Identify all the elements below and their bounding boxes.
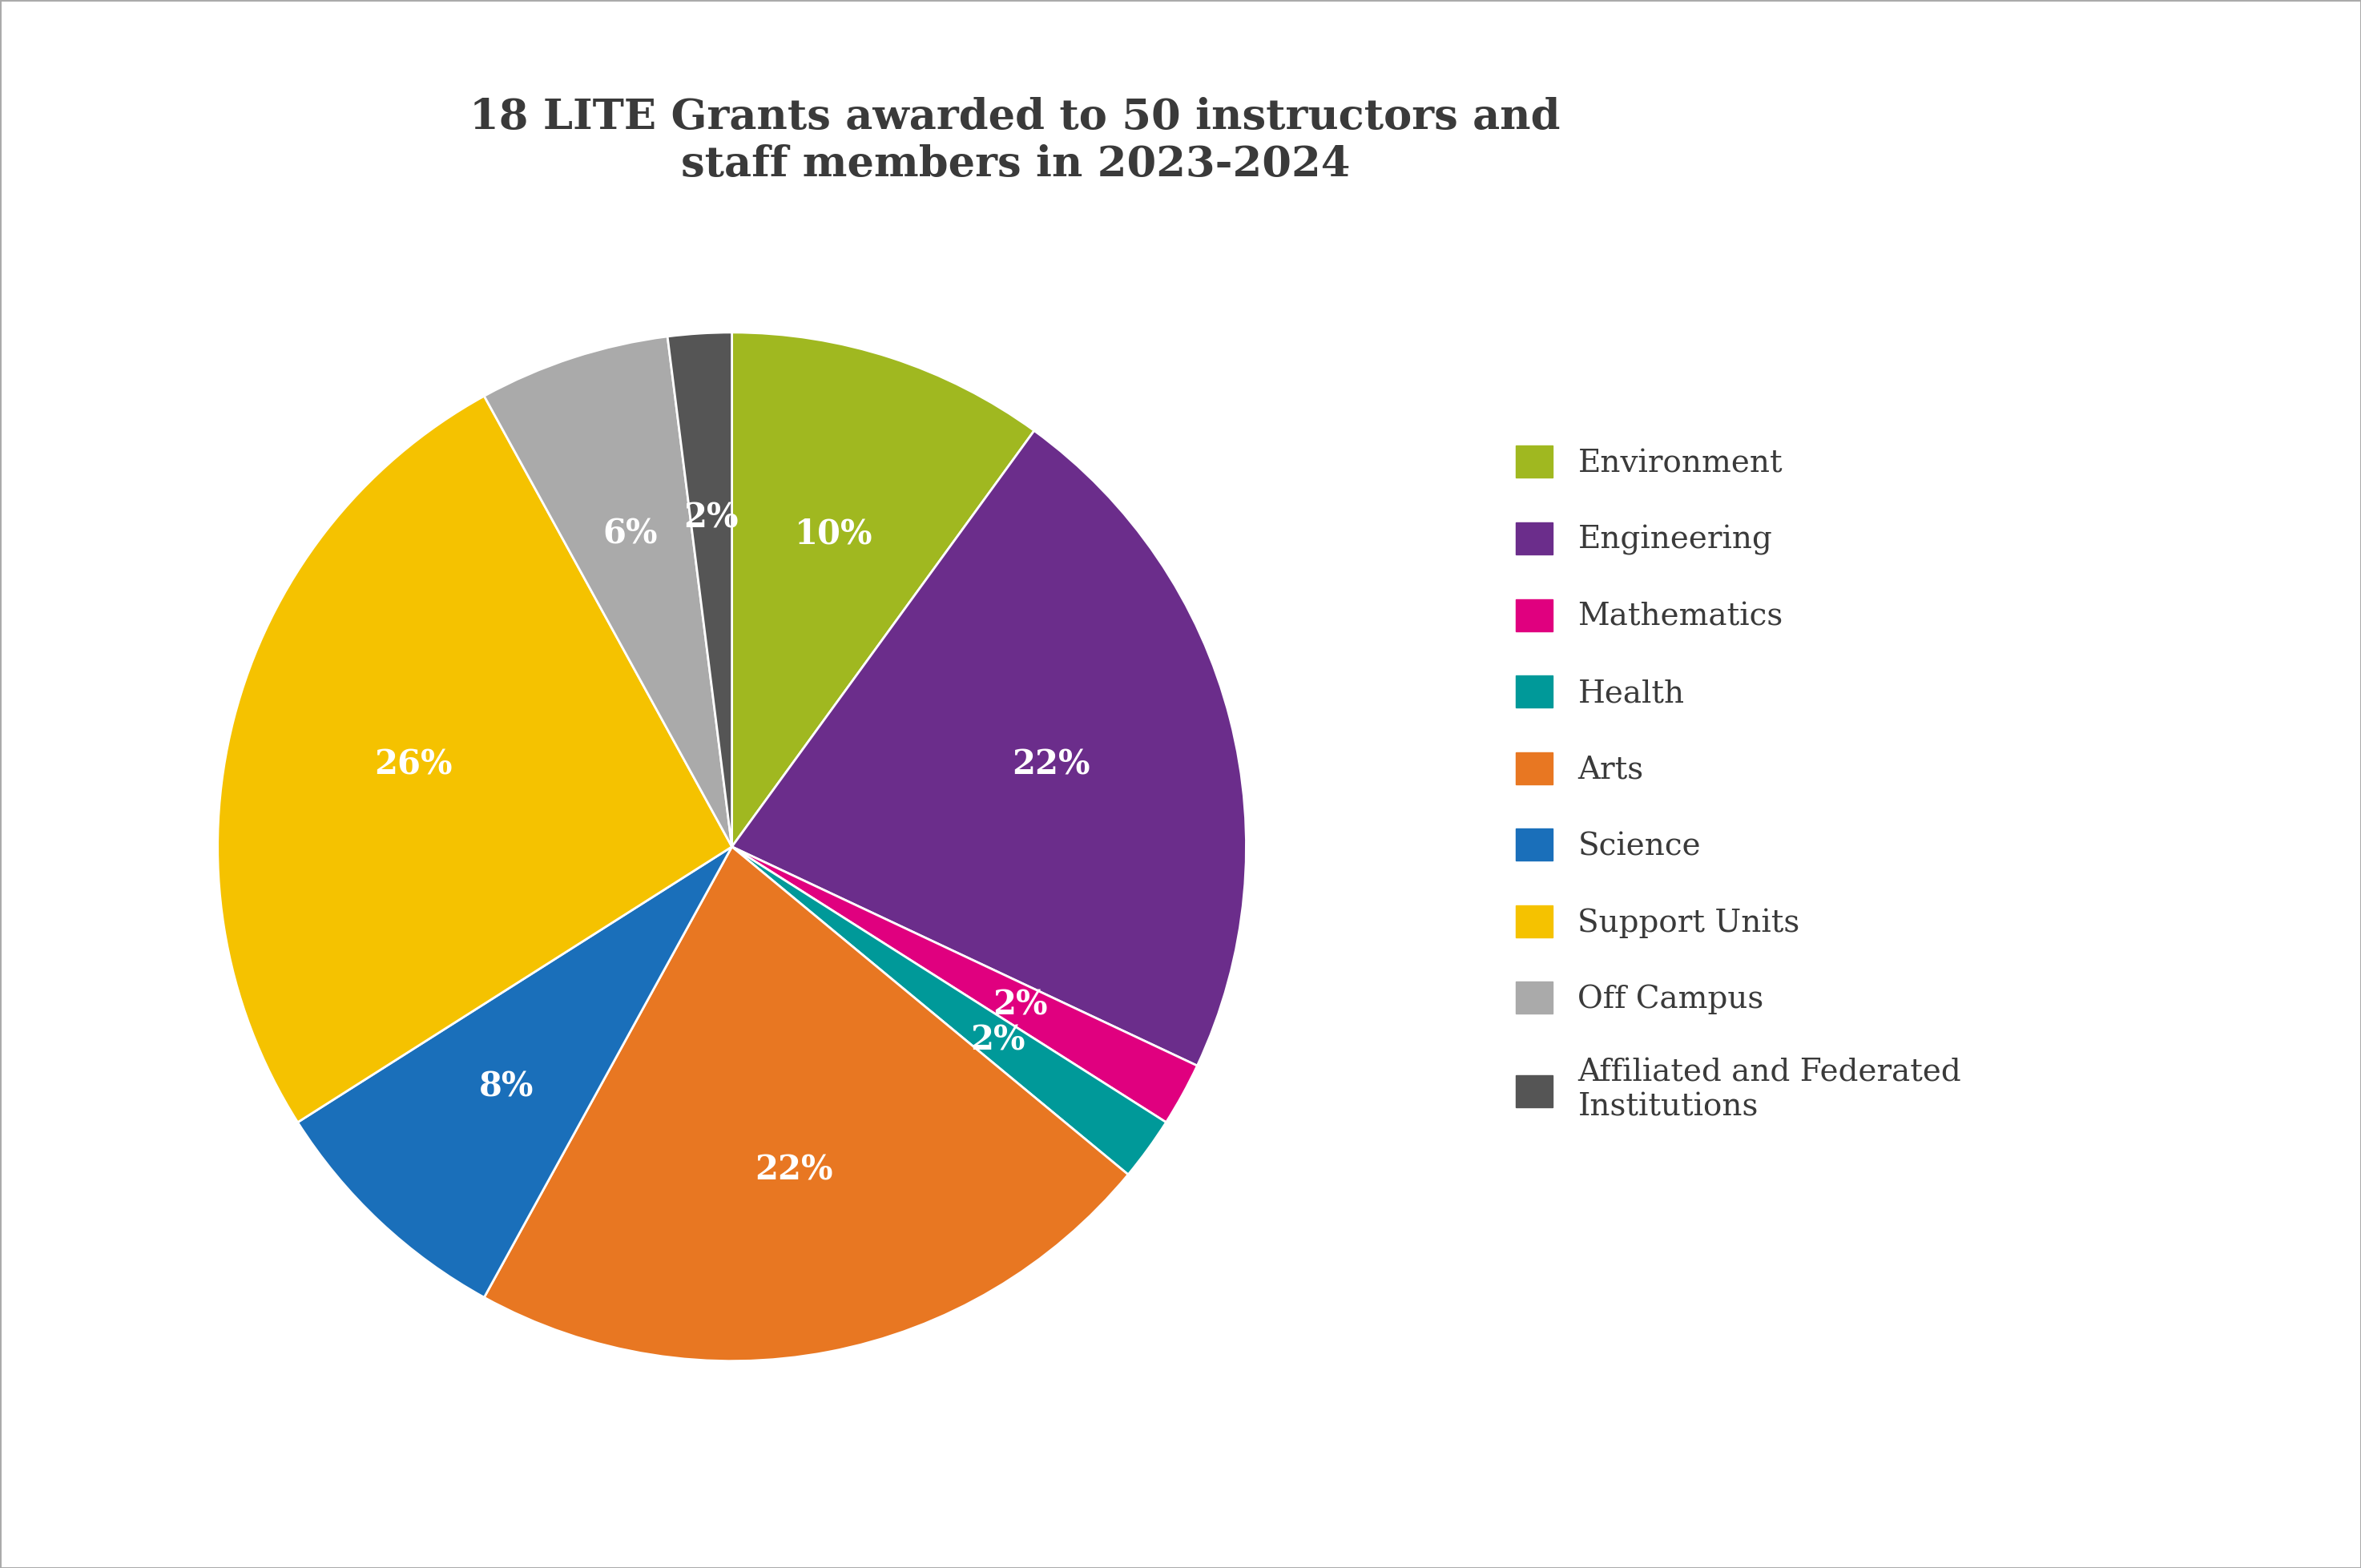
Text: 18 LITE Grants awarded to 50 instructors and
staff members in 2023-2024: 18 LITE Grants awarded to 50 instructors… — [470, 97, 1561, 185]
Wedge shape — [732, 431, 1247, 1066]
Text: 22%: 22% — [756, 1152, 833, 1187]
Legend: Environment, Engineering, Mathematics, Health, Arts, Science, Support Units, Off: Environment, Engineering, Mathematics, H… — [1504, 433, 1974, 1135]
Wedge shape — [668, 332, 732, 847]
Wedge shape — [732, 332, 1034, 847]
Wedge shape — [484, 847, 1129, 1361]
Wedge shape — [297, 847, 732, 1297]
Text: 22%: 22% — [1011, 748, 1091, 782]
Wedge shape — [732, 847, 1166, 1174]
Text: 8%: 8% — [479, 1069, 534, 1104]
Wedge shape — [217, 397, 732, 1123]
Text: 2%: 2% — [994, 988, 1048, 1022]
Text: 26%: 26% — [373, 748, 453, 782]
Text: 2%: 2% — [685, 502, 739, 535]
Text: 10%: 10% — [796, 517, 874, 550]
Text: 6%: 6% — [602, 517, 659, 550]
Wedge shape — [732, 847, 1197, 1123]
Wedge shape — [484, 337, 732, 847]
Text: 2%: 2% — [970, 1024, 1025, 1057]
